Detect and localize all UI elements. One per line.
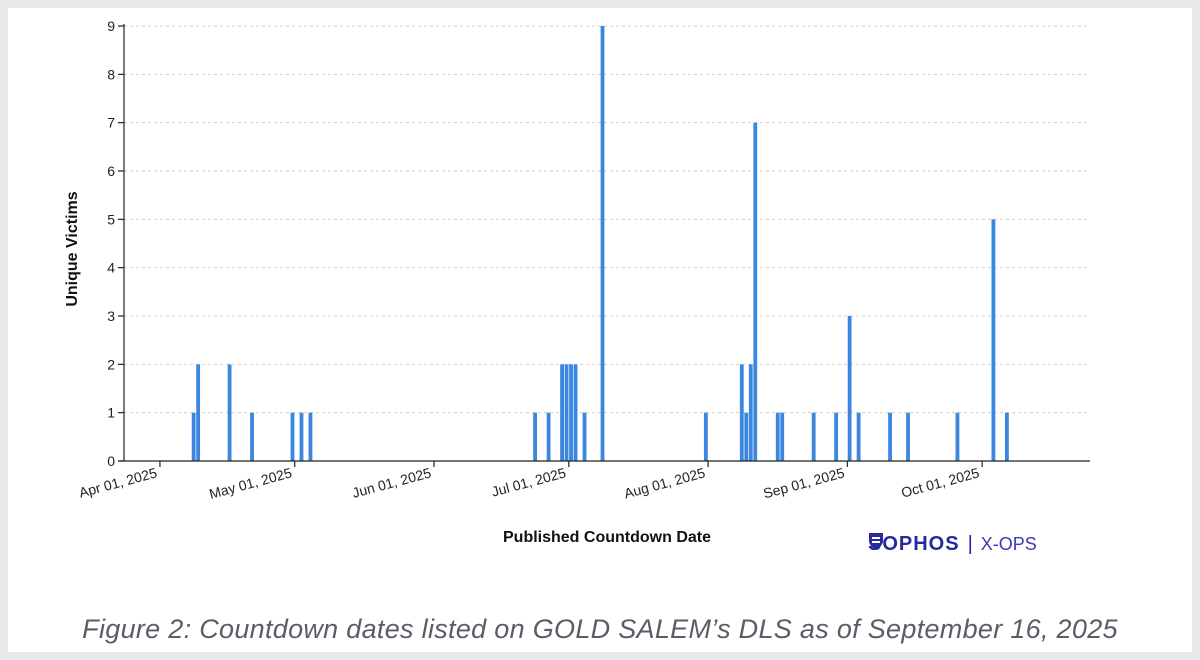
bar xyxy=(744,412,749,461)
sophos-shield-icon xyxy=(869,533,883,549)
y-tick-label: 8 xyxy=(107,66,115,82)
bar xyxy=(1004,412,1009,461)
y-tick-label: 5 xyxy=(107,211,115,227)
y-tick-label: 9 xyxy=(107,18,115,34)
bar xyxy=(569,364,573,461)
x-tick-label: May 01, 2025 xyxy=(207,464,293,501)
x-tick-label: Sep 01, 2025 xyxy=(762,464,847,501)
brand-separator: | xyxy=(967,532,973,555)
bar xyxy=(991,219,996,461)
y-tick-label: 3 xyxy=(107,308,115,324)
bar xyxy=(856,412,861,461)
bar xyxy=(564,364,569,461)
x-tick-label: Jun 01, 2025 xyxy=(350,464,433,500)
bar xyxy=(560,364,564,461)
bar xyxy=(290,412,295,461)
bar xyxy=(834,412,839,461)
y-axis-title: Unique Victims xyxy=(64,191,81,306)
bar xyxy=(906,412,910,461)
x-axis-title: Published Countdown Date xyxy=(503,529,711,546)
bar xyxy=(703,412,708,461)
bar xyxy=(299,412,304,461)
bar xyxy=(780,412,785,461)
bar xyxy=(888,412,892,461)
bar xyxy=(546,412,551,461)
x-tick-label: Apr 01, 2025 xyxy=(77,464,159,500)
sophos-xops-logo: SOPHOS | X-OPS xyxy=(868,532,1037,556)
figure-caption: Figure 2: Countdown dates listed on GOLD… xyxy=(82,614,1118,644)
gridlines xyxy=(124,25,1090,414)
y-tick-label: 4 xyxy=(107,260,115,276)
bar xyxy=(811,412,816,461)
bar xyxy=(533,412,538,461)
y-tick-label: 2 xyxy=(107,356,115,372)
x-tick-label: Oct 01, 2025 xyxy=(899,464,981,500)
y-tick-label: 1 xyxy=(107,405,115,421)
bar xyxy=(250,412,254,461)
bar xyxy=(600,26,605,461)
bar xyxy=(191,412,196,461)
x-tick-label: Aug 01, 2025 xyxy=(622,464,707,501)
brand-subname: X-OPS xyxy=(980,533,1037,554)
bar xyxy=(582,412,587,461)
y-tick-label: 7 xyxy=(107,115,115,131)
bar-chart: 0 1 2 3 4 5 6 7 8 9 Apr 01, 2025 May 01, 2025 Jun 01… xyxy=(64,18,1090,546)
y-tick-label: 6 xyxy=(107,163,115,179)
brand-name: SOPHOS xyxy=(868,532,960,555)
bar xyxy=(308,412,313,461)
bar xyxy=(775,412,780,461)
bars xyxy=(191,26,1009,462)
bar xyxy=(955,412,960,461)
bar xyxy=(748,364,753,461)
y-tick-label: 0 xyxy=(107,453,115,469)
bar xyxy=(573,364,578,461)
bar xyxy=(847,316,852,461)
bar xyxy=(753,122,758,462)
bar xyxy=(227,364,232,461)
x-tick-label: Jul 01, 2025 xyxy=(490,464,568,499)
bar xyxy=(739,364,744,461)
bar xyxy=(196,364,201,461)
